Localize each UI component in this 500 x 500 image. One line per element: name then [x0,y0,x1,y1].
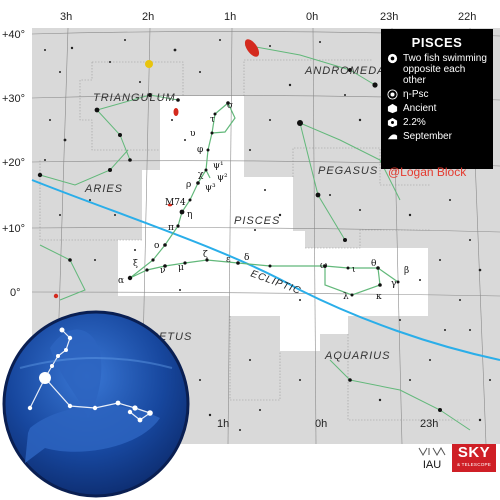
star-label-upsilon: υ [190,129,196,139]
star-label-theta: θ [371,259,376,269]
star-label-phi: φ [197,145,203,155]
planet-marker [145,60,153,68]
star-label-pi: π [168,223,174,233]
sky-telescope-logo: SKY & TELESCOPE [452,444,496,472]
ra-label-3h: 3h [60,11,72,23]
star-label-psi1: ψ¹ [213,161,224,171]
ra-bottom-label-23h: 23h [420,418,438,430]
dec-label-20: +20° [2,157,25,169]
ra-bottom-label-0h: 0h [315,418,327,430]
galaxy-m74-marker [167,203,173,207]
fish-meaning-icon [387,53,398,64]
iau-logo-text: IAU [423,459,441,471]
label-triangulum: TRIANGULUM [93,92,176,104]
star-label-m74: M74 [165,198,186,208]
info-row-best-month: September [387,131,487,142]
ra-label-23h: 23h [380,11,398,23]
bright-stars [37,68,442,412]
calendar-icon [387,134,398,140]
star-label-mu: μ [178,263,184,273]
origin-icon [387,103,398,114]
star-label-chi: χ [198,170,204,180]
info-title: PISCES [411,35,463,50]
red-object [53,293,59,299]
star-label-beta: β [404,266,409,276]
star-label-xi: ξ [133,259,138,269]
galaxy-m31 [244,39,260,57]
info-row-origin: Ancient [387,103,487,114]
info-origin: Ancient [403,103,437,114]
galaxy-m33 [173,108,179,116]
star-label-eta: η [187,210,192,220]
dec-label-40: +40° [2,29,25,41]
ra-label-0h: 0h [306,11,318,23]
star-label-epsilon: ε [226,255,231,265]
star-label-psi3: ψ³ [205,183,216,193]
info-brightest-star: η-Psc [403,89,429,100]
info-row-meaning: Two fish swimming opposite each other [387,53,487,86]
star-label-psi2: ψ² [217,173,228,183]
info-row-brightest-star: η-Psc [387,89,487,100]
star-label-iota: ι [352,265,356,275]
info-sky-area: 2.2% [403,117,426,128]
label-pisces: PISCES [234,215,280,227]
label-aquarius: AQUARIUS [324,350,390,362]
label-pegasus: PEGASUS [318,165,378,177]
ecliptic-line [31,179,500,361]
star-icon [387,89,398,100]
star-label-tau: τ [210,115,215,125]
star-label-sigma: σ [227,101,233,111]
background-stars [44,39,491,431]
label-aries: ARIES [84,183,123,195]
author-credit: @Logan Block [388,165,467,179]
ra-label-22h: 22h [458,11,476,23]
area-icon [387,117,398,128]
ra-bottom-label-1h: 1h [217,418,229,430]
pisces-region [118,96,428,351]
label-andromeda: ANDROMEDA [304,65,386,77]
dec-label-0: 0° [10,287,21,299]
star-label-gamma: γ [391,279,396,289]
ra-label-1h: 1h [224,11,236,23]
dec-label-10: +10° [2,223,25,235]
star-label-omega: ω [320,261,327,271]
info-best-month: September [403,131,452,142]
neighbor-stick-figures [39,44,471,431]
star-label-delta: δ [244,253,249,263]
dec-label-30: +30° [2,93,25,105]
iau-logo: IAU [415,444,449,472]
ra-label-2h: 2h [142,11,154,23]
info-row-sky-area: 2.2% [387,117,487,128]
constellation-info-panel: PISCES Two fish swimming opposite each o… [381,29,493,169]
star-label-kappa: κ [376,292,382,302]
star-label-alpha: α [118,276,124,286]
star-label-lambda: λ [343,292,349,302]
star-label-omicron: ο [154,241,159,251]
sky-logo-subtext: & TELESCOPE [456,462,492,467]
info-meaning: Two fish swimming opposite each other [403,53,487,86]
sky-logo-text: SKY [457,444,491,461]
pisces-sign-badge [2,310,190,498]
star-label-nu: ν [160,266,165,276]
star-label-rho: ρ [186,180,191,190]
star-label-zeta: ζ [203,250,208,260]
